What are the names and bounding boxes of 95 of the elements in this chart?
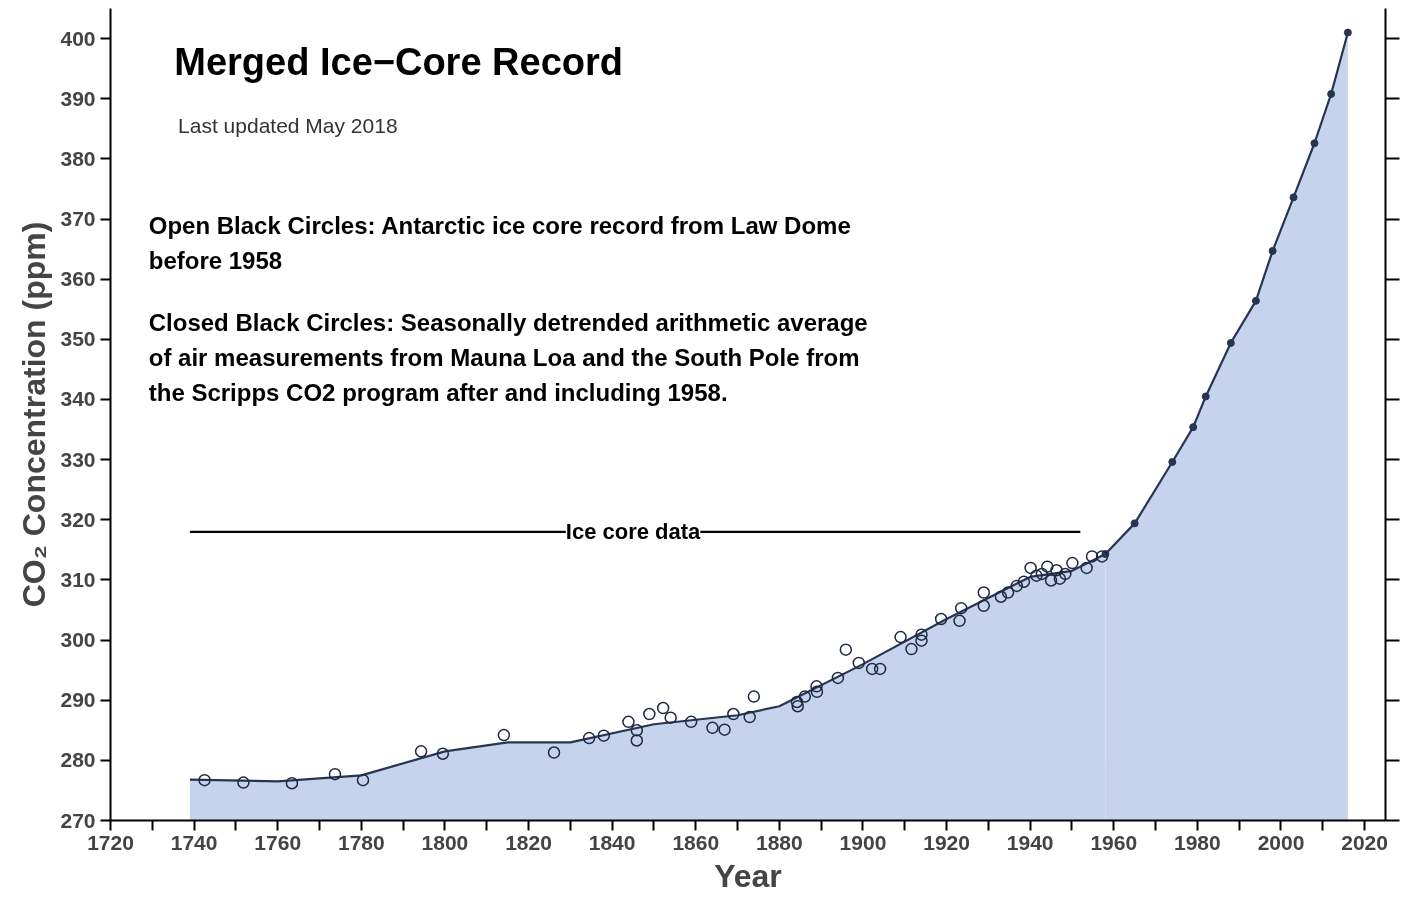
point — [622, 715, 635, 729]
point — [994, 590, 1008, 603]
x-tick-label: 2000 — [1257, 830, 1305, 854]
point — [977, 599, 991, 613]
point — [915, 634, 928, 647]
x-tick-label: 1760 — [254, 830, 302, 854]
point — [954, 601, 968, 615]
point — [656, 701, 670, 715]
x-tick-label: 1820 — [505, 830, 552, 854]
y-axis-title: CO₂ Concentration (ppm) — [16, 221, 53, 608]
point — [1010, 579, 1024, 593]
point — [1059, 567, 1072, 581]
y-tick-label: 330 — [60, 447, 96, 471]
point — [852, 656, 866, 670]
x-tick-label: 1980 — [1174, 830, 1221, 854]
point — [798, 690, 812, 703]
point — [894, 630, 907, 644]
x-tick-label: 1880 — [755, 830, 803, 854]
point — [356, 773, 370, 787]
point — [977, 586, 991, 599]
y-tick-label: 300 — [60, 628, 96, 652]
point — [1066, 556, 1079, 570]
x-tick-label: 1940 — [1006, 830, 1054, 854]
x-tick-label: 1740 — [170, 830, 218, 854]
point — [1024, 561, 1037, 575]
y-tick-label: 310 — [60, 567, 96, 591]
point — [839, 643, 853, 656]
point — [1035, 567, 1049, 581]
y-tick-label: 320 — [60, 507, 96, 531]
point — [582, 731, 596, 745]
x-tick-label: 1720 — [87, 830, 134, 854]
point — [436, 747, 450, 760]
point — [791, 699, 804, 713]
y-tick-label: 380 — [60, 146, 96, 170]
point — [810, 685, 824, 699]
y-tick-label: 290 — [60, 688, 96, 712]
y-tick-label: 340 — [60, 387, 96, 411]
x-tick-label: 1780 — [337, 830, 385, 854]
point — [1053, 572, 1067, 585]
point — [1017, 575, 1031, 588]
y-tick-label: 350 — [60, 327, 96, 351]
x-tick-label: 1920 — [923, 830, 970, 854]
y-tick-label: 390 — [60, 86, 96, 110]
x-tick-label: 1840 — [588, 830, 636, 854]
point — [285, 776, 299, 790]
point — [664, 711, 677, 724]
x-tick-label: 2020 — [1341, 830, 1388, 854]
point — [684, 715, 698, 729]
point — [727, 707, 740, 721]
point — [414, 745, 428, 758]
point — [1050, 564, 1063, 577]
point — [953, 614, 966, 628]
point — [747, 690, 761, 703]
point — [198, 773, 211, 787]
point — [873, 662, 887, 676]
point — [810, 680, 823, 693]
point — [743, 710, 756, 724]
point — [547, 746, 561, 759]
point — [237, 776, 250, 789]
point — [1044, 574, 1058, 587]
point — [934, 612, 948, 626]
point — [328, 767, 342, 781]
point — [1041, 560, 1054, 573]
x-tick-label: 1900 — [839, 830, 887, 854]
y-tick-label: 270 — [60, 808, 96, 832]
point — [905, 642, 918, 656]
point — [643, 707, 656, 721]
x-tick-label: 1960 — [1090, 830, 1138, 854]
point — [706, 721, 719, 735]
point — [630, 734, 644, 747]
annotation: Ice core data — [565, 519, 702, 545]
point — [1085, 550, 1099, 563]
point — [1095, 550, 1109, 563]
y-tick-label: 280 — [60, 748, 96, 772]
point — [790, 695, 804, 709]
point — [865, 662, 879, 676]
point — [1030, 569, 1043, 582]
point — [831, 671, 845, 685]
point — [630, 724, 644, 737]
text: Merged Ice−Core Record — [174, 40, 624, 83]
point — [1080, 561, 1093, 575]
x-tick-label: 1860 — [672, 830, 720, 854]
point — [915, 628, 928, 641]
point — [718, 723, 731, 736]
x-tick-label: 1800 — [421, 830, 469, 854]
y-tick-label: 360 — [60, 267, 96, 291]
x-axis-title: Year — [714, 857, 782, 894]
point — [497, 728, 511, 742]
point — [597, 729, 611, 742]
text: Last updated May 2018 — [178, 114, 398, 138]
annotation: Open Black Circles: Antarctic ice core record from Law Dome before 1958 — [148, 211, 851, 274]
annotation: Closed Black Circles: Seasonally detrended arithmetic average of air measurements from Mauna Loa and the South Pole from the Scripps CO2 program after and including 1958. — [148, 308, 868, 407]
point — [1001, 586, 1015, 599]
y-tick-label: 370 — [60, 207, 96, 231]
y-tick-label: 400 — [60, 26, 96, 50]
